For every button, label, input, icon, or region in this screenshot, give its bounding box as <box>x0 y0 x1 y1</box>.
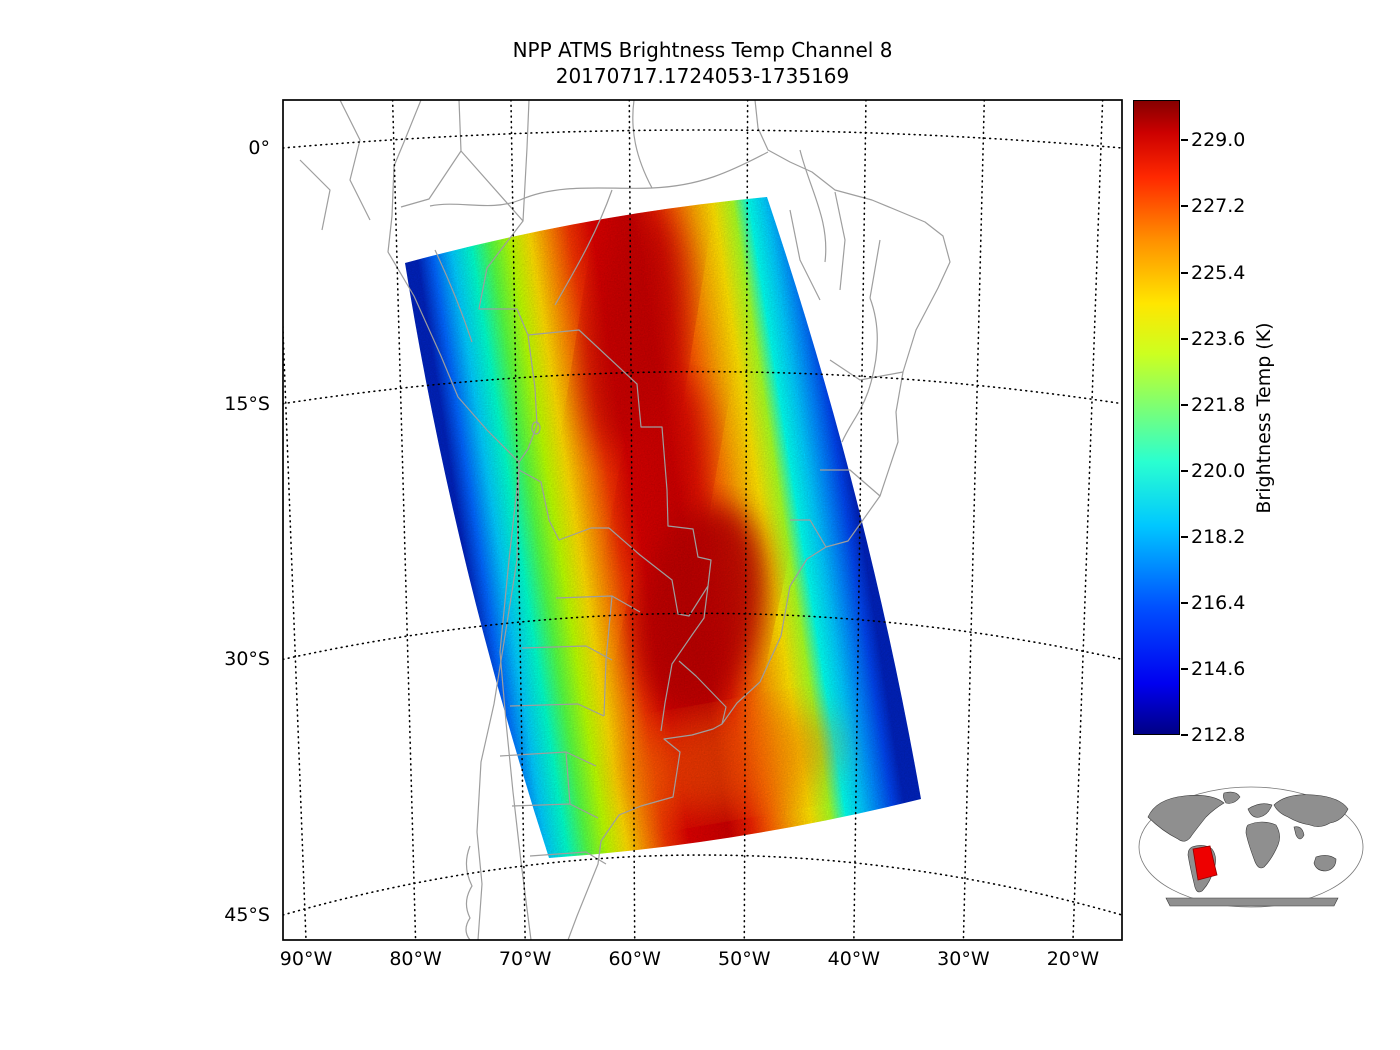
meridian-gridline <box>962 100 986 940</box>
swath-noise-texture <box>405 197 921 858</box>
inset-greenland <box>1223 791 1241 804</box>
uruguay-brazil-border <box>678 660 727 725</box>
ucayali-river <box>434 249 473 343</box>
bolivia-argentina-border <box>518 469 609 541</box>
inset-north-america <box>1147 795 1225 842</box>
chile-fjords <box>465 845 473 940</box>
madeira-river <box>554 189 613 306</box>
meridian-gridline <box>743 100 749 940</box>
world-inset <box>1138 786 1364 908</box>
rio-negro-river <box>632 100 653 189</box>
swath-hotspots <box>405 197 921 858</box>
bolivia-brazil-border <box>527 329 668 491</box>
parallel-gridline <box>283 129 1122 149</box>
inset-australia <box>1313 855 1337 872</box>
sao-francisco-river <box>841 297 878 443</box>
inset-continents <box>1147 791 1349 907</box>
chart-title: NPP ATMS Brightness Temp Channel 8 <box>512 38 893 62</box>
paraguay-brazil-border <box>666 489 712 587</box>
axes-frame <box>282 99 1123 941</box>
inset-antarctica <box>1165 897 1339 907</box>
meridian-gridline <box>628 100 636 940</box>
title-block: NPP ATMS Brightness Temp Channel 8 20170… <box>283 37 1122 89</box>
inset-asia <box>1273 794 1349 827</box>
inset-africa <box>1245 821 1280 869</box>
peru-bolivia-border <box>518 334 538 463</box>
tocantins-river <box>799 149 827 263</box>
meridian-gridline <box>1072 100 1104 940</box>
coastline-layer <box>299 100 951 940</box>
meridian-gridline <box>853 100 867 940</box>
inset-swath-footprint <box>1192 845 1218 881</box>
lake-titicaca <box>531 421 541 435</box>
brazil-state-borders <box>789 191 904 548</box>
chile-argentina-border <box>499 469 532 940</box>
west-coastline <box>387 100 520 940</box>
paraguay-argentina-border <box>608 527 709 617</box>
meridian-gridline <box>510 100 526 940</box>
parallel-gridline <box>283 854 1122 916</box>
swath-layer <box>405 197 921 858</box>
argentina-province-borders <box>499 595 641 865</box>
meridian-gridline <box>283 309 307 940</box>
chart-subtitle: 20170717.1724053-1735169 <box>555 64 850 88</box>
colorbar-axis-label: Brightness Temp (K) <box>1253 322 1275 514</box>
inset-europe <box>1247 803 1273 818</box>
peru-brazil-border <box>478 220 529 336</box>
peru-colombia-brazil-border <box>460 100 530 222</box>
graticule-layer <box>283 100 1122 940</box>
amazon-river <box>429 151 769 207</box>
ecuador-peru-border <box>400 100 462 208</box>
meridian-gridline <box>391 100 417 940</box>
colombia-rivers <box>299 100 371 231</box>
uruguay-river-border <box>660 585 709 732</box>
colorbar <box>1133 100 1180 735</box>
east-coastline <box>567 100 951 940</box>
parallel-gridline <box>283 370 1122 405</box>
inset-india <box>1293 826 1305 840</box>
